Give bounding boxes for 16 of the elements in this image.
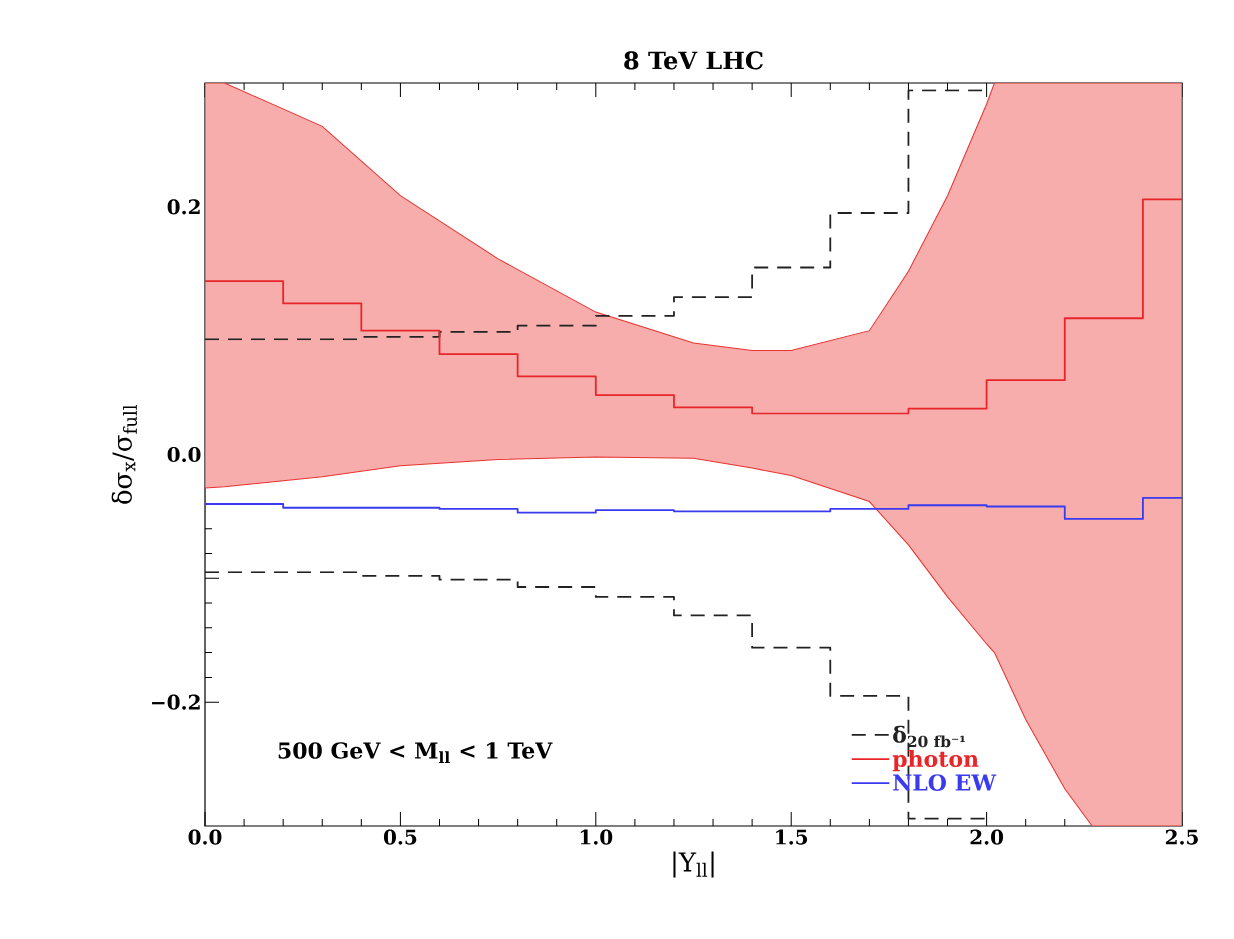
y-axis-title: δσ$_{x}$/σ$_{full}$ (111, 404, 138, 504)
annotation: 500 GeV < M$_{ll}$ < 1 TeV (278, 742, 553, 764)
y-tick-label: −0.2 (152, 694, 200, 710)
legend-label: photon (892, 750, 979, 772)
x-axis-title: |Y$_{ll}$| (673, 851, 714, 878)
legend-label: δ$_{20 fb⁻¹}$ (893, 725, 965, 748)
x-tick-label: 0.5 (383, 829, 417, 845)
x-tick-label: 1.0 (580, 829, 613, 845)
x-tick-label: 1.5 (776, 829, 808, 845)
x-tick-label: 2.0 (970, 829, 1004, 845)
y-tick-label: 0.0 (167, 446, 201, 463)
y-tick-label: 0.2 (167, 199, 200, 215)
legend-label: NLO EW (893, 774, 997, 791)
x-tick-label: 0.0 (188, 829, 222, 845)
x-tick-label: 2.5 (1165, 829, 1198, 845)
chart-title: 8 TeV LHC (624, 51, 763, 70)
